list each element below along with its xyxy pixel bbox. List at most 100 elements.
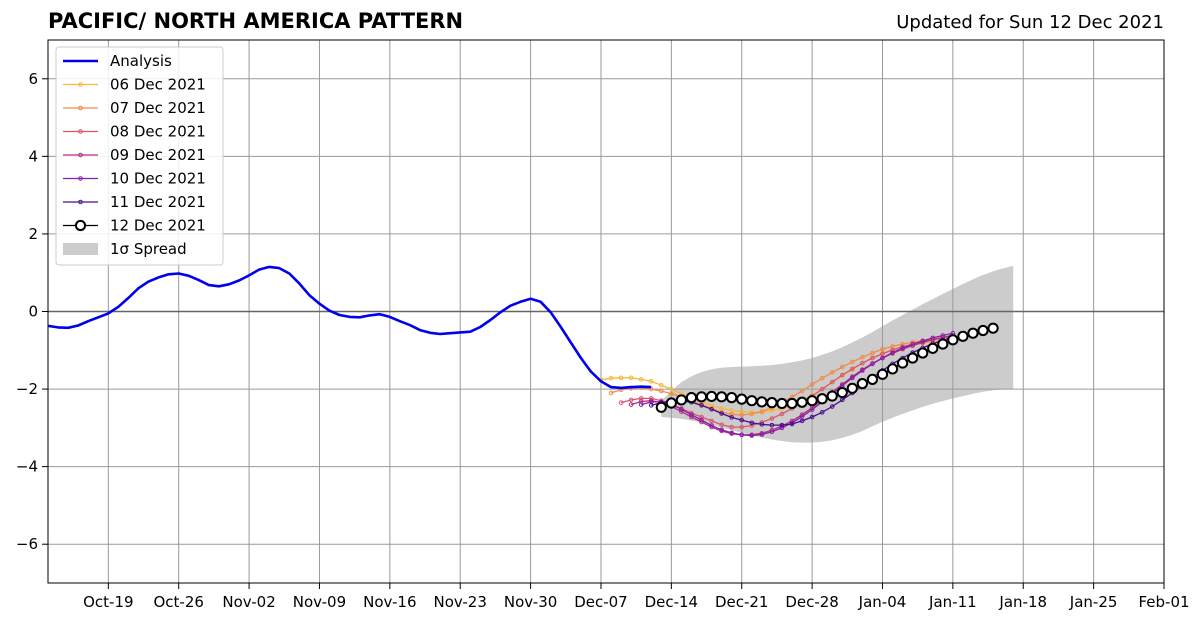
legend-label: 08 Dec 2021 [110, 123, 206, 141]
x-tick-label: Jan-11 [928, 593, 977, 611]
legend-item: 12 Dec 2021 [63, 217, 206, 235]
spread-band [661, 265, 1014, 443]
legend-marker [74, 219, 87, 232]
data-point [829, 370, 835, 375]
y-tick-label: −2 [16, 380, 38, 398]
data-point [850, 359, 855, 365]
legend-item: 07 Dec 2021 [63, 99, 206, 117]
data-point [608, 390, 614, 396]
data-point [719, 422, 724, 428]
data-point [685, 392, 698, 404]
data-point [927, 342, 939, 354]
data-point [829, 379, 835, 385]
data-point [910, 341, 915, 347]
data-point [839, 372, 845, 378]
data-point [709, 406, 714, 412]
legend-item: 08 Dec 2021 [63, 123, 206, 141]
data-point [839, 364, 845, 370]
legend-swatch [63, 243, 98, 255]
data-point [739, 417, 745, 423]
x-tick-label: Feb-01 [1138, 593, 1189, 611]
data-point [816, 393, 828, 405]
data-point [699, 403, 704, 408]
data-point [618, 375, 624, 381]
y-tick-label: 0 [28, 303, 38, 321]
data-point [638, 402, 644, 407]
data-point [836, 386, 848, 399]
data-point [759, 422, 765, 427]
data-point [675, 394, 688, 406]
data-point [789, 421, 795, 427]
data-point [876, 368, 889, 380]
data-point [829, 404, 835, 409]
legend-label: 10 Dec 2021 [110, 170, 206, 188]
data-point [736, 393, 748, 405]
data-point [749, 423, 755, 428]
data-point [699, 417, 704, 423]
data-point [967, 327, 979, 339]
data-point [987, 322, 999, 334]
data-point [809, 407, 815, 412]
data-point [709, 423, 714, 428]
data-point [846, 382, 858, 394]
data-point [716, 391, 728, 403]
x-tick-label: Nov-02 [222, 593, 275, 611]
data-point [806, 395, 818, 407]
data-point [618, 400, 624, 405]
legend: Analysis 06 Dec 2021 07 Dec 2021 08 Dec 202… [55, 46, 224, 266]
data-point [796, 396, 808, 408]
y-tick-label: 4 [28, 147, 38, 165]
data-point [819, 375, 825, 381]
series-12-dec-2021 [655, 322, 999, 413]
data-point [799, 414, 805, 419]
data-point [779, 411, 785, 417]
data-point [940, 333, 946, 338]
data-point [628, 397, 634, 403]
data-point [648, 403, 654, 408]
data-point [658, 382, 664, 388]
spread-layer [661, 265, 1014, 443]
data-point [746, 395, 758, 407]
data-point [719, 411, 724, 416]
data-point [886, 363, 899, 375]
data-point [759, 409, 765, 414]
analysis-line [47, 265, 652, 390]
legend-item: 10 Dec 2021 [63, 170, 206, 188]
legend-marker [78, 82, 83, 87]
legend-item: 1σ Spread [63, 240, 187, 258]
data-point [947, 334, 959, 346]
x-tick-label: Nov-16 [363, 593, 416, 611]
data-point [705, 390, 718, 403]
legend-item: 06 Dec 2021 [63, 76, 206, 94]
legend-label: 07 Dec 2021 [110, 99, 206, 117]
legend-marker [78, 176, 83, 181]
data-point [880, 346, 885, 352]
data-point [729, 430, 734, 436]
legend-item: Analysis [63, 52, 172, 70]
legend-marker [78, 199, 83, 205]
data-point [917, 347, 929, 359]
data-point [819, 386, 825, 392]
legend-label: 06 Dec 2021 [110, 76, 206, 94]
x-tick-label: Dec-21 [715, 593, 769, 611]
data-point [860, 360, 865, 366]
x-tick-label: Jan-25 [1069, 593, 1118, 611]
data-point [977, 324, 989, 337]
data-point [759, 432, 765, 437]
y-tick-label: 2 [28, 225, 38, 243]
data-point [749, 411, 755, 417]
data-point [726, 392, 738, 404]
data-point [769, 422, 775, 428]
data-point [648, 386, 654, 392]
x-tick-label: Dec-07 [574, 593, 628, 611]
data-point [809, 382, 815, 387]
legend-marker [78, 129, 83, 134]
data-point [769, 429, 775, 435]
data-point [779, 422, 785, 428]
data-point [900, 345, 905, 351]
y-tick-label: −6 [16, 535, 38, 553]
data-point [957, 330, 969, 342]
data-point [799, 388, 805, 394]
y-tick-label: 6 [28, 70, 38, 88]
data-point [648, 379, 654, 384]
